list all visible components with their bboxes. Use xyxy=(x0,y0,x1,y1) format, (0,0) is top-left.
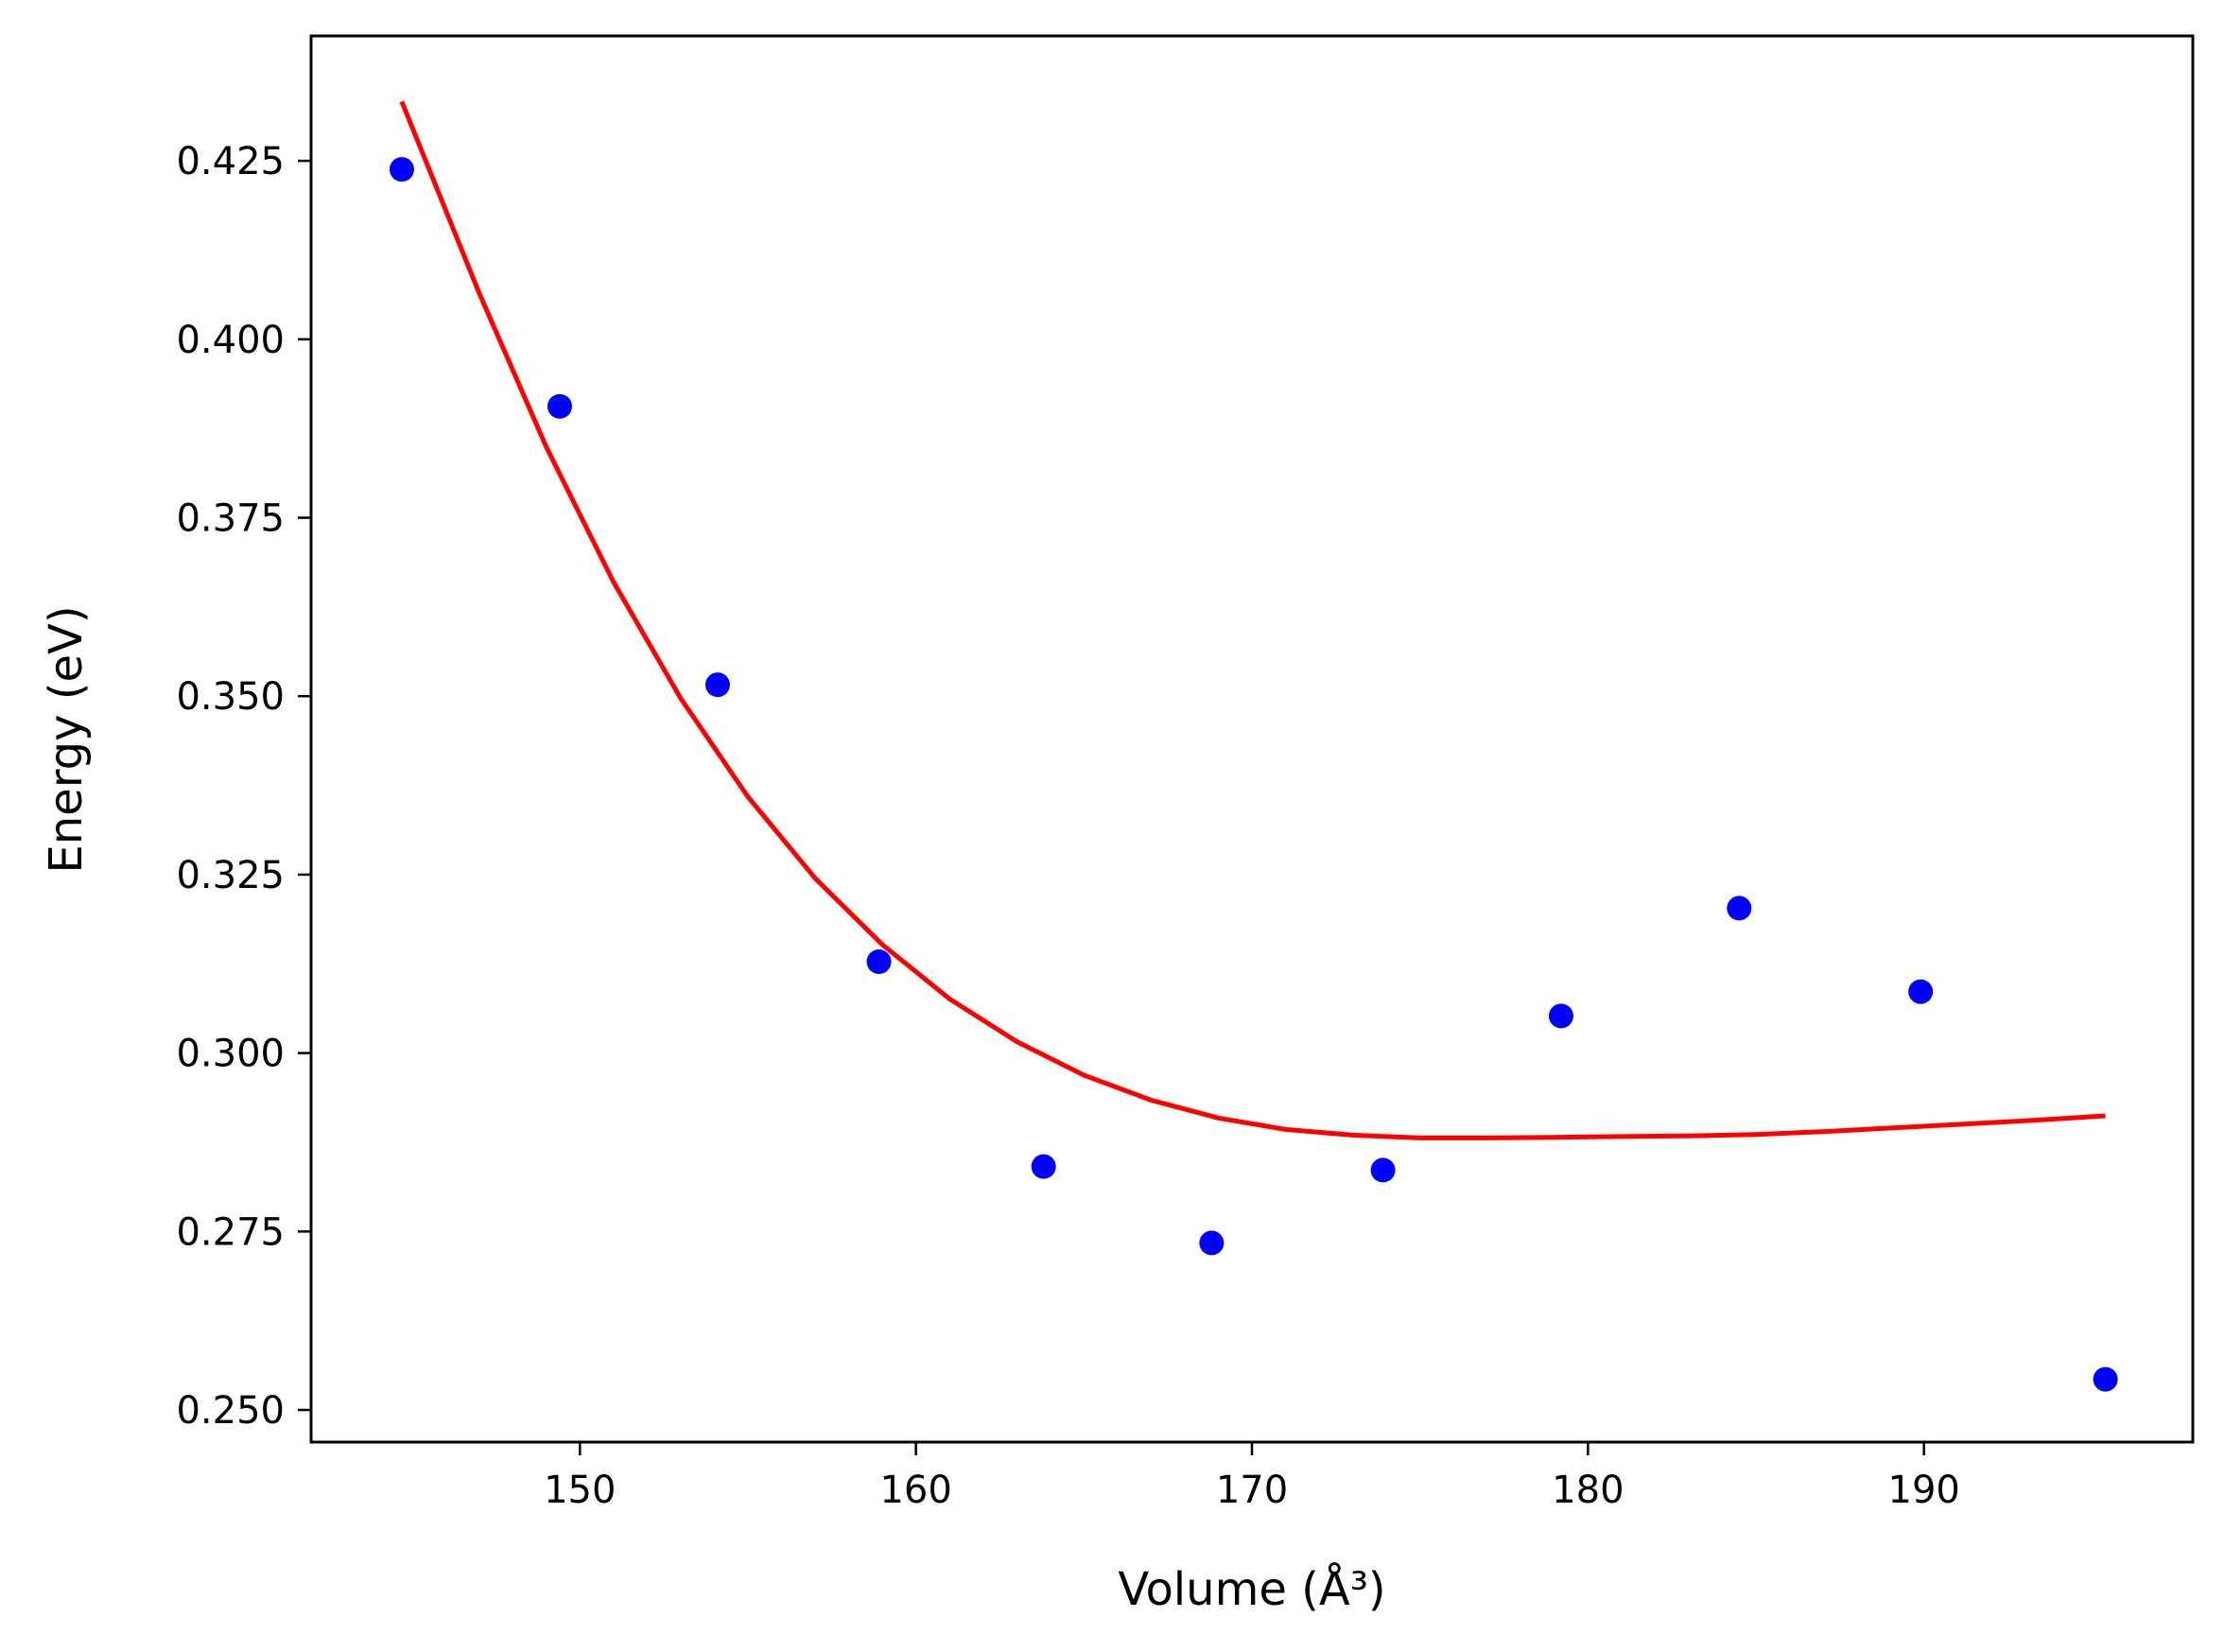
data-points-layer xyxy=(389,157,2118,1392)
x-tick-label: 190 xyxy=(1888,1469,1960,1512)
y-tick-label: 0.375 xyxy=(176,497,285,541)
fit-curve-layer xyxy=(399,100,2106,1140)
data-point xyxy=(1727,896,1752,921)
x-tick-label: 170 xyxy=(1216,1469,1288,1512)
data-point xyxy=(704,672,730,698)
fit-curve xyxy=(399,100,2106,1140)
data-point xyxy=(547,393,572,419)
y-tick-label: 0.275 xyxy=(176,1210,285,1254)
x-tick-label: 150 xyxy=(544,1469,616,1512)
data-point xyxy=(1031,1154,1056,1179)
data-point xyxy=(2093,1366,2118,1392)
y-tick-label: 0.300 xyxy=(176,1033,285,1076)
data-point xyxy=(1548,1003,1573,1029)
y-axis-unit: (eV) xyxy=(40,605,93,700)
data-point xyxy=(866,949,892,975)
data-point xyxy=(1199,1230,1225,1256)
data-point xyxy=(1908,979,1934,1004)
x-tick-label: 180 xyxy=(1552,1469,1624,1512)
y-tick-label: 0.400 xyxy=(176,319,285,362)
x-axis-unit: (Å³) xyxy=(1301,1562,1386,1616)
y-tick-label: 0.250 xyxy=(176,1389,285,1433)
plot-area-frame xyxy=(309,34,2195,1444)
data-point xyxy=(389,157,414,183)
x-axis-ticks: 150 160 170 180 190 xyxy=(544,1442,1960,1512)
y-tick-label: 0.350 xyxy=(176,675,285,719)
x-axis-title: Volume (Å³) xyxy=(1118,1562,1385,1616)
y-axis-ticks: 0.250 0.275 0.300 0.325 0.350 0.375 0.400 0.425 xyxy=(176,140,311,1433)
y-tick-label: 0.425 xyxy=(176,140,285,183)
data-point xyxy=(1370,1157,1396,1183)
x-tick-label: 160 xyxy=(879,1469,951,1512)
y-axis-title: Energy (eV) xyxy=(40,605,93,873)
y-tick-label: 0.325 xyxy=(176,854,285,897)
